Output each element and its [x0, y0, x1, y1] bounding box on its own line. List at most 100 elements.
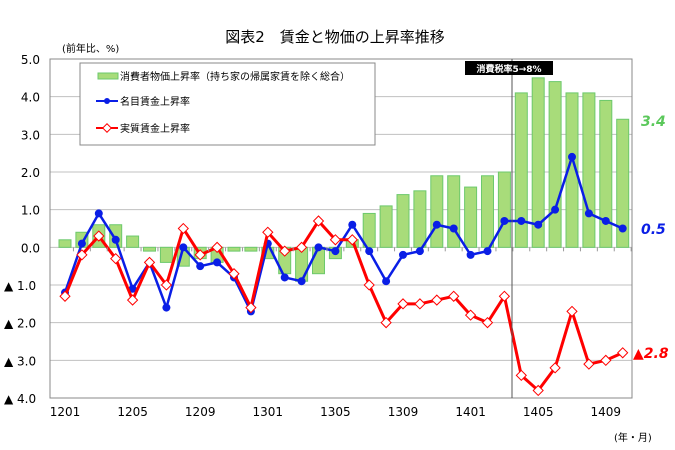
cpi-bar: [616, 118, 630, 248]
real-wage-point: [295, 241, 308, 253]
nominal-wage-point: [466, 250, 475, 259]
nominal-wage-point: [568, 152, 576, 161]
x-tick-label: 1405: [523, 405, 554, 419]
nominal-wage-point: [534, 220, 543, 229]
chart-title: 図表2 賃金と物価の上昇率推移: [225, 28, 445, 46]
cpi-bar: [481, 175, 494, 248]
cpi-bar: [126, 235, 140, 248]
real-wage-line: [63, 218, 624, 393]
legend-marker-nominal: [104, 98, 110, 104]
tax-annotation-box: [465, 61, 553, 75]
legend-marker-real: [102, 123, 112, 133]
real-wage-point: [464, 309, 477, 321]
nominal-wage-line: [63, 152, 624, 315]
nominal-wage-point: [213, 258, 222, 267]
cpi-bar: [514, 92, 528, 248]
real-wage-point: [59, 290, 71, 302]
real-wage-point: [177, 222, 189, 235]
nominal-wage-point: [365, 247, 374, 256]
nominal-wage-point: [517, 216, 526, 225]
legend-label-nominal: 名目賃金上昇率: [120, 95, 190, 108]
nominal-wage-point: [601, 216, 610, 225]
nominal-last-value-label: 0.5: [641, 222, 666, 238]
y-tick-label: 0.0: [21, 241, 40, 255]
nominal-wage-point: [382, 277, 391, 286]
cpi-bar: [58, 239, 72, 248]
nominal-wage-point: [94, 209, 103, 218]
real-wage-point: [194, 249, 206, 261]
real-wage-point: [431, 294, 443, 306]
x-tick-label: 1409: [591, 405, 622, 419]
real-wage-point: [380, 317, 392, 329]
cpi-bar: [464, 186, 478, 248]
cpi-bar: [531, 77, 545, 248]
y-tick-label: 1.0: [21, 204, 40, 218]
legend: 消費者物価上昇率（持ち家の帰属家賃を除く総合） 名目賃金上昇率 実質賃金上昇率: [79, 62, 376, 146]
real-wage-point: [329, 234, 342, 246]
real-wage-point: [228, 268, 240, 280]
nominal-wage-point: [179, 243, 188, 252]
real-wage-point: [312, 215, 325, 227]
cpi-bar: [430, 175, 444, 248]
real-wage-point: [245, 301, 257, 314]
real-wage-point: [566, 305, 578, 318]
real-wage-point: [262, 226, 274, 238]
real-wage-point: [110, 252, 122, 265]
legend-label-real: 実質賃金上昇率: [120, 122, 190, 135]
nominal-wage-point: [280, 273, 289, 282]
real-wage-point: [583, 358, 595, 370]
real-wage-point: [532, 384, 544, 397]
x-tick-label: 1309: [388, 405, 419, 419]
y-tick-label: 5.0: [21, 53, 40, 67]
real-wage-point: [549, 362, 561, 374]
y-tick-label: 4.0: [21, 91, 40, 105]
real-wage-point: [76, 249, 88, 261]
legend-box: [79, 62, 376, 146]
nominal-wage-point: [331, 247, 340, 256]
y-axis-label: (前年比、%): [62, 42, 119, 55]
x-tick-label: 1301: [253, 405, 284, 419]
cpi-bar: [599, 99, 613, 248]
cpi-bar: [143, 246, 156, 252]
cpi-bar: [413, 190, 427, 248]
nominal-wage-point: [297, 277, 306, 286]
legend-swatch-cpi: [97, 72, 119, 80]
nominal-wage-point: [196, 262, 205, 271]
x-tick-label: 1401: [455, 405, 486, 419]
cpi-bar: [244, 246, 258, 252]
y-tick-label: 2.0: [21, 166, 40, 180]
cpi-bar: [582, 92, 596, 248]
x-tick-label: 1209: [185, 405, 216, 419]
nominal-wage-point: [483, 247, 492, 256]
nominal-wage-point: [500, 216, 509, 225]
nominal-wage-point: [111, 235, 120, 244]
nominal-wage-point: [128, 284, 137, 293]
nominal-wage-point: [348, 220, 357, 229]
real-wage-point: [515, 369, 527, 382]
nominal-wage-point: [314, 243, 323, 252]
x-axis-label: (年・月): [614, 431, 652, 444]
nominal-wage-point: [415, 247, 424, 256]
y-tick-label: ▲ 3.0: [4, 354, 36, 368]
cpi-last-value-label: 3.4: [641, 114, 666, 130]
real-wage-point: [414, 298, 426, 310]
real-wage-point: [126, 294, 139, 306]
real-wage-point: [211, 241, 223, 253]
real-last-value-label: ▲2.8: [633, 346, 669, 362]
legend-label-cpi: 消費者物価上昇率（持ち家の帰属家賃を除く総合）: [120, 70, 350, 83]
nominal-wage-point: [449, 224, 458, 233]
nominal-wage-point: [618, 224, 627, 233]
real-wage-point: [160, 279, 173, 291]
nominal-wage-point: [162, 303, 171, 312]
y-tick-label: ▲ 4.0: [4, 392, 36, 406]
nominal-wage-point: [584, 209, 593, 218]
cpi-bar: [548, 81, 562, 248]
cpi-bar: [227, 246, 241, 252]
real-wage-point: [143, 256, 156, 269]
real-wage-point: [498, 290, 511, 302]
x-tick-label: 1201: [50, 405, 81, 419]
nominal-wage-point: [551, 205, 560, 214]
nominal-wage-point: [399, 250, 407, 259]
real-wage-point: [346, 234, 358, 246]
